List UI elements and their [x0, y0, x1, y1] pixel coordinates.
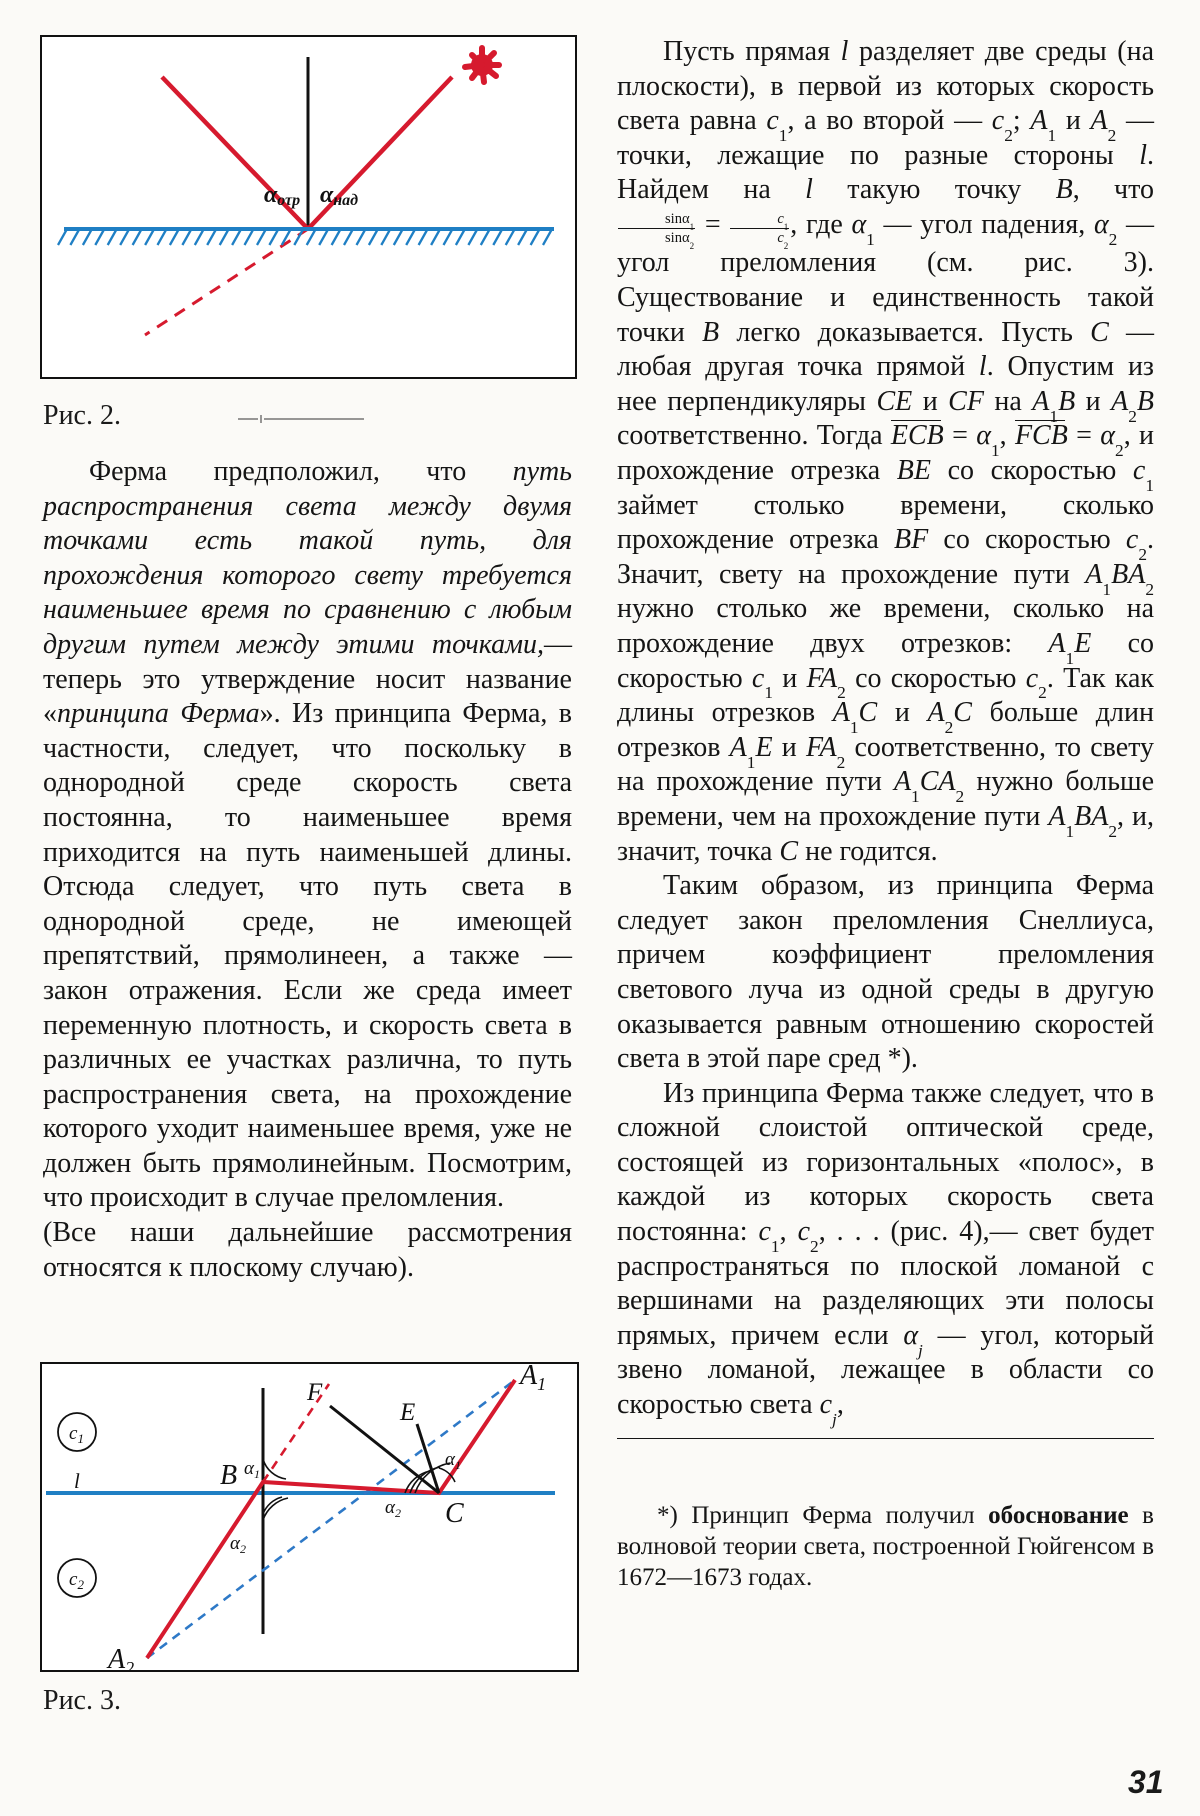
svg-text:c2: c2 — [69, 1569, 84, 1592]
svg-text:A1: A1 — [518, 1364, 546, 1394]
svg-text:α2: α2 — [385, 1497, 401, 1520]
svg-text:A2: A2 — [106, 1644, 134, 1670]
svg-text:B: B — [220, 1460, 237, 1491]
svg-text:c1: c1 — [69, 1423, 84, 1446]
svg-text:F: F — [306, 1379, 323, 1406]
svg-text:l: l — [74, 1469, 80, 1493]
svg-text:α1: α1 — [445, 1449, 461, 1472]
svg-text:E: E — [399, 1399, 415, 1426]
svg-text:αнад: αнад — [320, 182, 358, 209]
svg-text:α2: α2 — [230, 1533, 246, 1556]
svg-text:α1: α1 — [244, 1458, 260, 1481]
svg-text:αοτр: αοτр — [264, 182, 300, 209]
svg-text:C: C — [445, 1498, 464, 1529]
